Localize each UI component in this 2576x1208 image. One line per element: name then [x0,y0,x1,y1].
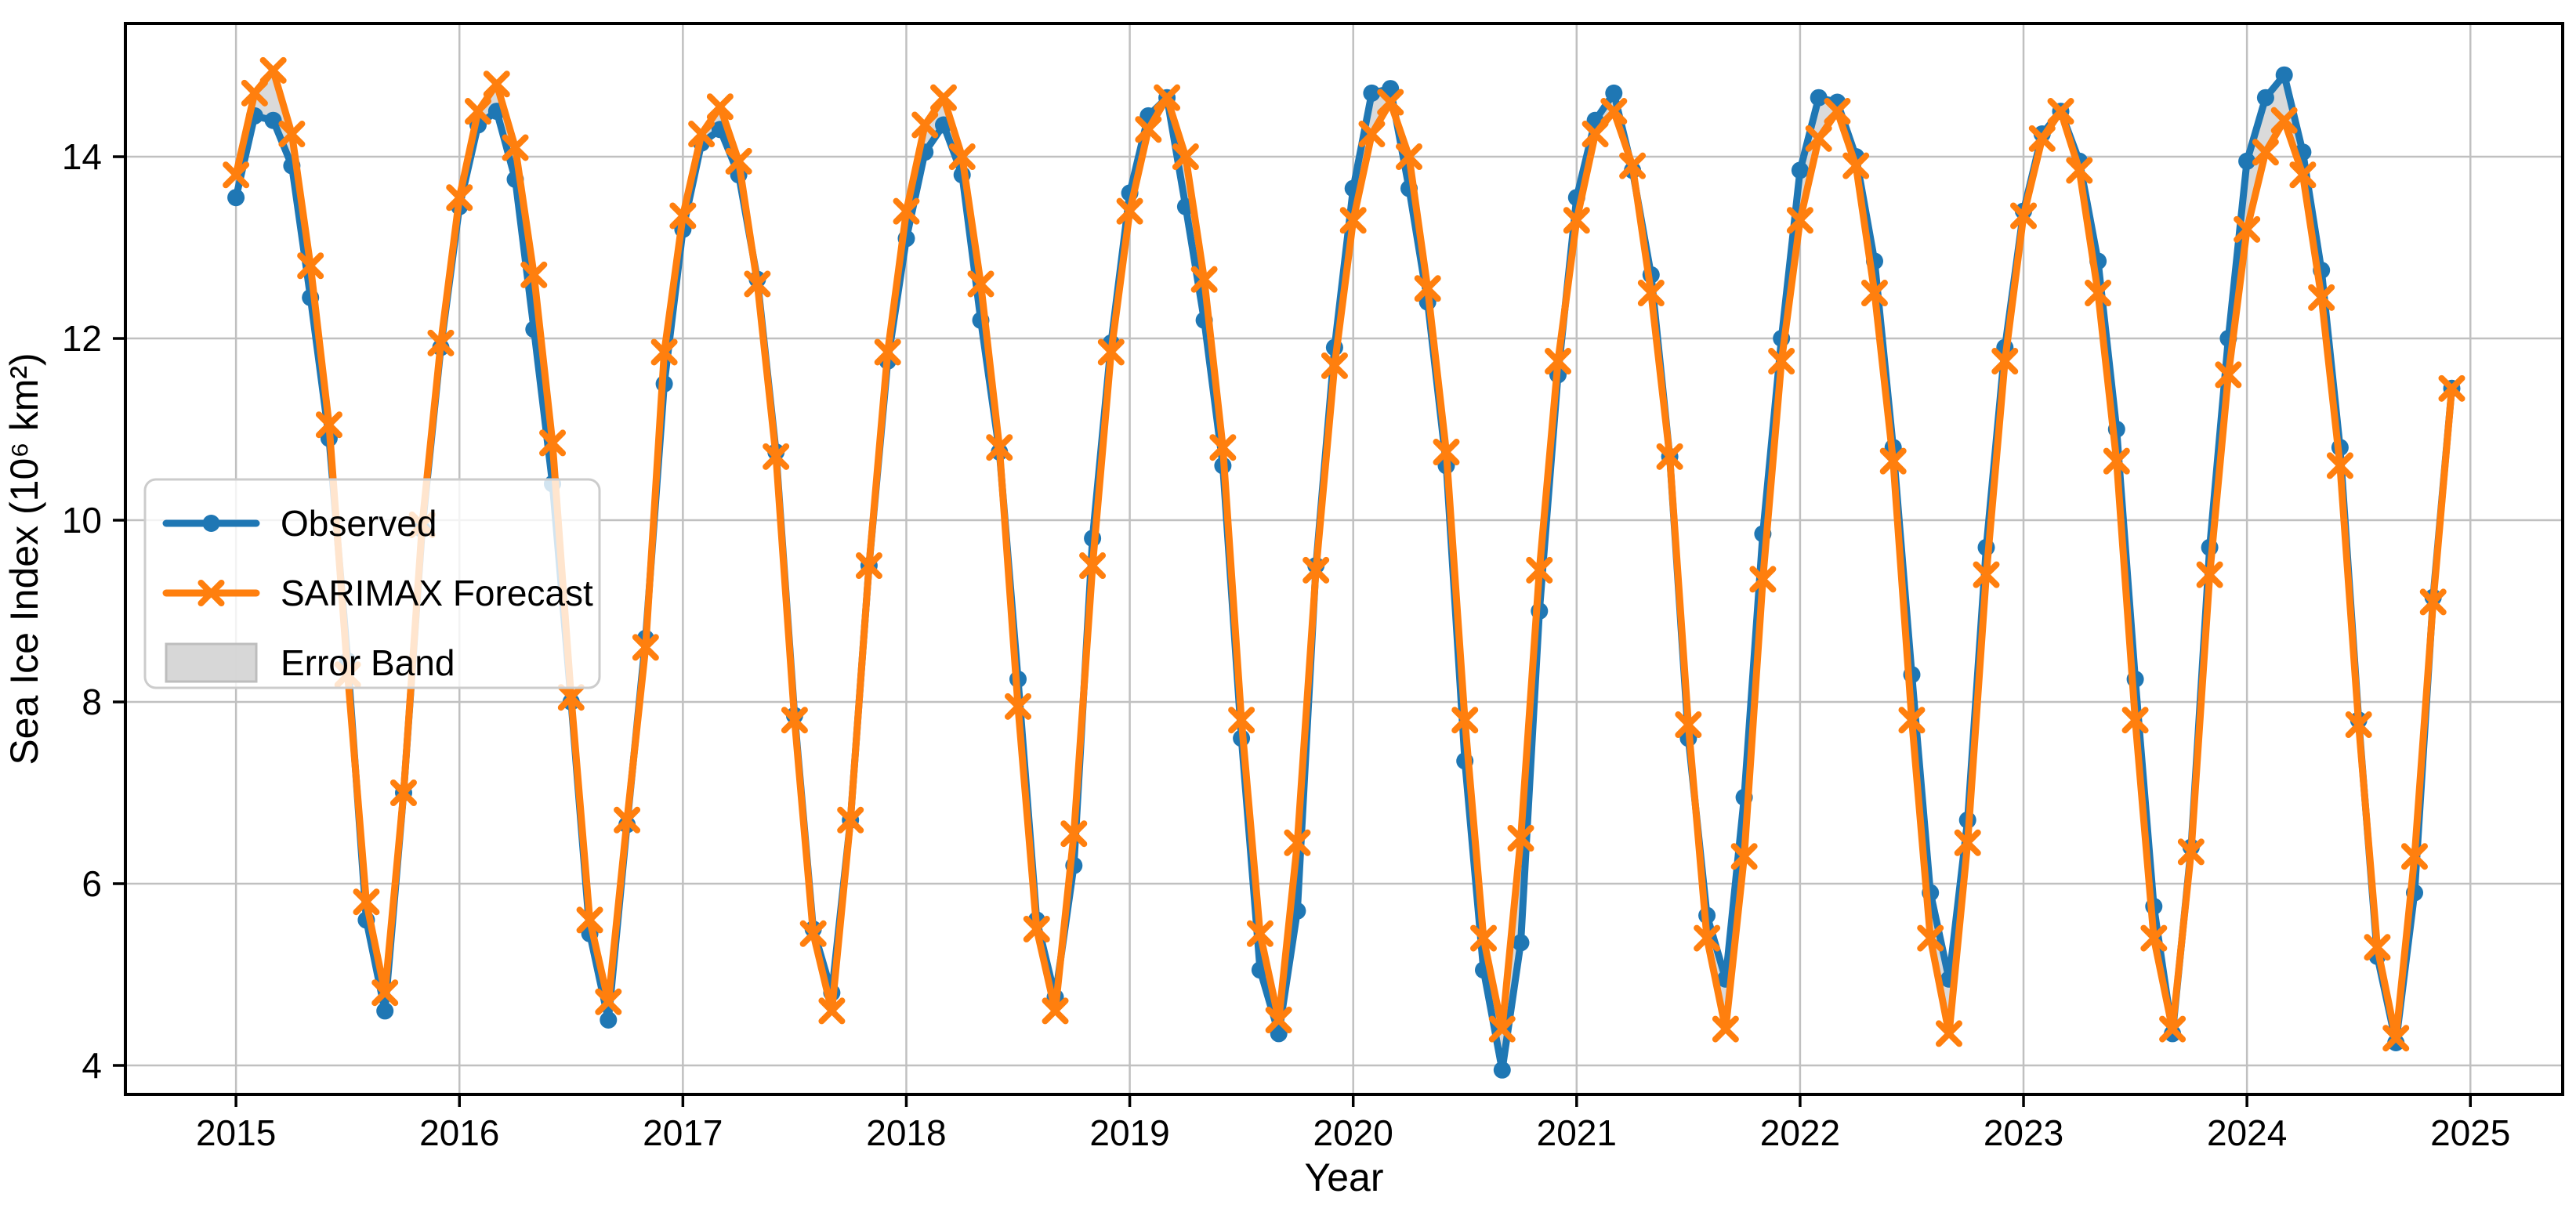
legend-label: SARIMAX Forecast [281,573,593,613]
x-tick-label: 2022 [1760,1112,1840,1153]
legend-label: Observed [281,503,437,544]
x-tick-label: 2016 [419,1112,499,1153]
legend-item-error-band: Error Band [165,642,455,683]
x-tick-label: 2023 [1984,1112,2063,1153]
y-tick-label: 8 [82,682,102,722]
x-tick-label: 2025 [2430,1112,2510,1153]
error-band-swatch [165,642,258,683]
x-tick-label: 2024 [2207,1112,2287,1153]
x-tick-label: 2020 [1313,1112,1393,1153]
plot-border [124,22,2564,1096]
x-tick-label: 2015 [196,1112,276,1153]
x-axis-label: Year [1304,1156,1383,1199]
legend-label: Error Band [281,642,455,683]
tick-labels: 2015 2016 2017 2018 2019 2020 2021 2022 2023 2024… [62,136,2511,1153]
y-tick-label: 12 [62,318,102,359]
legend-item-observed: Observed [162,503,437,544]
legend-box [143,478,601,689]
x-tick-label: 2017 [643,1112,723,1153]
y-tick-label: 14 [62,136,102,177]
legend: Observed SARIMAX Forecast Error Band [143,478,601,689]
y-axis-label: Sea Ice Index (10⁶ km²) [2,353,46,765]
y-tick-label: 4 [82,1045,102,1086]
axis-ticks [113,155,2472,1107]
legend-item-sarimax-forecast: SARIMAX Forecast [162,573,593,613]
y-tick-label: 10 [62,500,102,541]
circle-marker-icon [202,515,220,532]
x-tick-label: 2018 [866,1112,946,1153]
x-tick-label: 2021 [1537,1112,1617,1153]
x-tick-label: 2019 [1089,1112,1169,1153]
y-tick-label: 6 [82,863,102,904]
x-marker-icon [197,580,225,606]
forecast-markers [223,56,2465,1052]
forecast-line [232,67,2455,1042]
